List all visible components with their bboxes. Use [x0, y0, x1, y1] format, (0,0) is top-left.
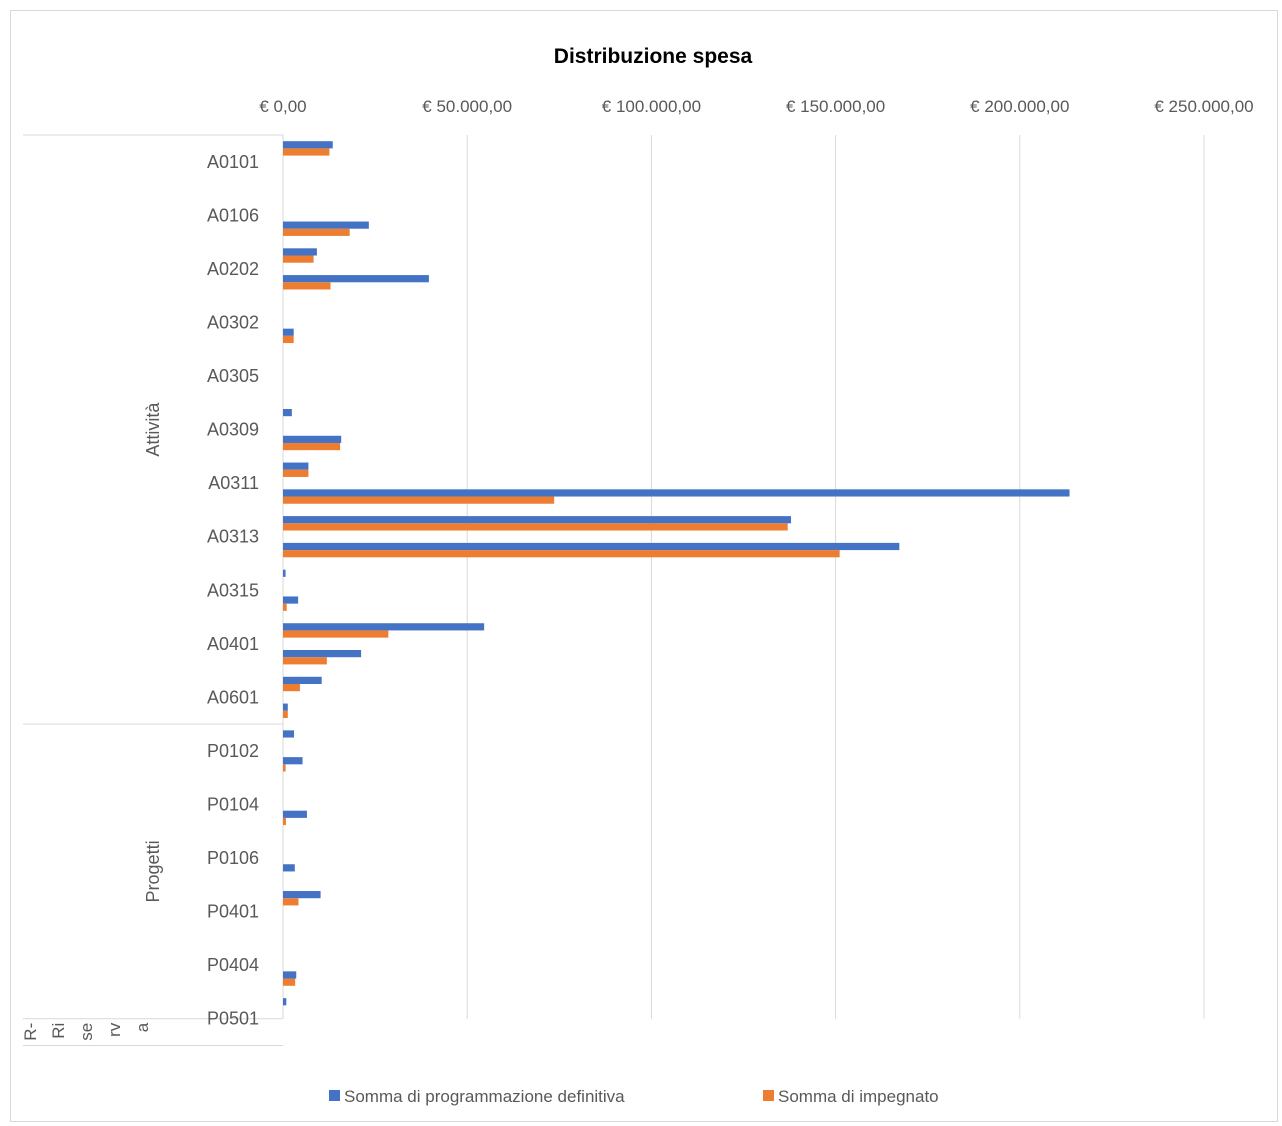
category-label: A0311: [208, 473, 259, 493]
category-label: P0404: [207, 955, 259, 975]
bar-programmazione: [283, 891, 321, 899]
bar-programmazione: [283, 676, 322, 684]
category-label: A0202: [207, 259, 259, 279]
category-label: P0102: [207, 741, 259, 761]
bar-programmazione: [283, 248, 317, 256]
chart-title: Distribuzione spesa: [554, 45, 753, 68]
bar-programmazione: [283, 596, 299, 604]
x-tick-label: € 200.000,00: [970, 97, 1069, 116]
bar-impegnato: [283, 228, 350, 236]
chart-svg: Distribuzione spesa € 0,00 € 50.000,00 € 1…: [21, 45, 1254, 1106]
category-label: A0305: [207, 366, 259, 386]
bar-impegnato: [283, 469, 309, 477]
bar-programmazione: [283, 435, 342, 443]
bar-programmazione: [283, 516, 792, 524]
group-label: Progetti: [143, 840, 163, 902]
bar-impegnato: [283, 550, 840, 558]
category-label: A0313: [207, 527, 259, 547]
bar-impegnato: [283, 657, 327, 665]
category-label: P0501: [207, 1009, 259, 1029]
x-tick-label: € 0,00: [259, 97, 306, 116]
category-label: A0106: [207, 205, 259, 225]
x-tick-label: € 150.000,00: [786, 97, 885, 116]
bar-programmazione: [283, 703, 288, 711]
group-label-line: se: [77, 1023, 96, 1041]
bar-impegnato: [283, 764, 286, 772]
x-tick-label: € 50.000,00: [422, 97, 512, 116]
legend-label: Somma di programmazione definitiva: [344, 1087, 625, 1106]
bar-impegnato: [283, 683, 300, 692]
x-tick-label: € 100.000,00: [602, 97, 701, 116]
bar-programmazione: [283, 650, 362, 658]
category-label: A0101: [207, 152, 259, 172]
bar-impegnato: [283, 978, 296, 986]
category-label: A0401: [207, 634, 259, 654]
x-tick-label: € 250.000,00: [1154, 97, 1253, 116]
group-label: Attività: [143, 402, 163, 457]
group-label-line: rv: [105, 1022, 124, 1037]
bar-impegnato: [283, 898, 299, 906]
bar-programmazione: [283, 489, 1070, 497]
bar-programmazione: [283, 623, 485, 631]
bar-programmazione: [283, 542, 900, 551]
bar-impegnato: [283, 603, 287, 611]
category-label: P0104: [207, 795, 259, 815]
legend-swatch: [763, 1090, 774, 1101]
bar-programmazione: [283, 275, 429, 283]
bar-impegnato: [283, 630, 389, 638]
bar-impegnato: [283, 496, 555, 504]
bar-programmazione: [283, 569, 286, 577]
category-label: P0106: [207, 848, 259, 868]
bar-impegnato: [283, 335, 294, 344]
bar-impegnato: [283, 817, 286, 826]
bar-impegnato: [283, 255, 314, 263]
bar-programmazione: [283, 328, 294, 336]
bar-programmazione: [283, 998, 287, 1006]
bar-programmazione: [283, 141, 333, 149]
bar-impegnato: [283, 442, 341, 451]
category-label: A0601: [207, 687, 259, 707]
bar-programmazione: [283, 408, 292, 417]
legend-label: Somma di impegnato: [778, 1087, 939, 1106]
category-label: P0401: [207, 902, 259, 922]
bar-impegnato: [283, 523, 788, 531]
legend-swatch: [329, 1090, 340, 1101]
bar-programmazione: [283, 462, 309, 470]
chart-area: Distribuzione spesa € 0,00 € 50.000,00 € 1…: [10, 10, 1278, 1122]
bar-impegnato: [283, 710, 288, 718]
category-label: A0302: [207, 312, 259, 332]
bar-programmazione: [283, 221, 369, 229]
category-label: A0315: [207, 580, 259, 600]
bar-programmazione: [283, 730, 295, 738]
bar-impegnato: [283, 282, 331, 290]
group-label-line: Ri: [49, 1023, 68, 1039]
bar-impegnato: [283, 148, 330, 156]
bar-programmazione: [283, 757, 303, 765]
category-label: A0309: [207, 420, 259, 440]
bar-programmazione: [283, 864, 295, 872]
bar-programmazione: [283, 810, 307, 818]
group-label-line: a: [133, 1022, 152, 1032]
bar-programmazione: [283, 971, 297, 979]
group-label-line: R-: [21, 1023, 40, 1041]
